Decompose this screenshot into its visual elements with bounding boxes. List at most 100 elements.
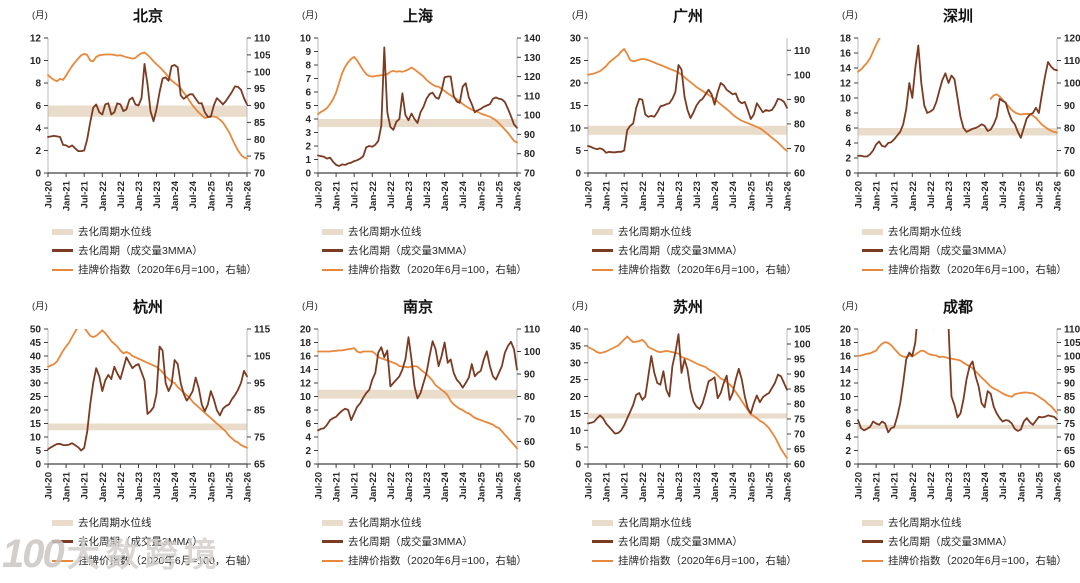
legend-shenzhen: 去化周期水位线 去化周期（成交量3MMA） 挂牌价指数（2020年6月=100，右轴…	[862, 222, 1080, 279]
right-axis-tick-label: 95	[254, 84, 266, 95]
legend-label-band: 去化周期水位线	[618, 517, 692, 529]
x-axis-tick-label: Jul-23	[692, 472, 703, 499]
left-axis-tick-label: 15	[570, 101, 582, 112]
x-axis-tick-label: Jul-21	[890, 180, 901, 208]
legend-item-cycle: 去化周期（成交量3MMA）	[592, 241, 810, 260]
left-axis-tick-label: 5	[35, 446, 41, 457]
left-axis-tick-label: 10	[300, 392, 312, 403]
legend-beijing: 去化周期水位线 去化周期（成交量3MMA） 挂牌价指数（2020年6月=100，右轴…	[52, 222, 270, 279]
left-axis-tick-label: 16	[300, 352, 312, 363]
legend-cycle-line-swatch-icon	[862, 249, 883, 252]
price-index-line-chengdu	[857, 341, 1058, 415]
left-axis-tick-label: 35	[570, 341, 582, 352]
legend-label-band: 去化周期水位线	[78, 517, 152, 529]
x-axis-tick-label: Jul-20	[584, 181, 595, 208]
left-axis-tick-label: 12	[840, 379, 852, 390]
legend-label-cycle: 去化周期（成交量3MMA）	[348, 536, 473, 548]
price-index-line-hangzhou	[47, 329, 248, 449]
left-axis-tick-label: 0	[305, 169, 311, 180]
legend-label-cycle: 去化周期（成交量3MMA）	[888, 245, 1013, 257]
left-axis-tick-label: 14	[300, 365, 312, 376]
x-axis-tick-label: Jan-24	[440, 180, 451, 211]
x-axis-tick-label: Jan-21	[332, 180, 343, 211]
left-axis-tick-label: 4	[305, 115, 311, 126]
legend-label-price: 挂牌价指数（2020年6月=100，右轴）	[888, 555, 1067, 567]
x-axis-tick-label: Jan-23	[134, 472, 145, 502]
price-index-line-nanjing	[317, 347, 518, 450]
x-axis-tick-label: Jan-21	[872, 180, 883, 211]
legend-item-cycle: 去化周期（成交量3MMA）	[862, 241, 1080, 260]
left-axis-tick-label: 30	[570, 358, 582, 369]
right-axis-tick-label: 80	[794, 400, 806, 411]
price-index-line-shanghai	[317, 56, 518, 144]
left-axis-tick-label: 15	[570, 409, 582, 420]
right-axis-tick-label: 100	[524, 347, 540, 358]
x-axis-tick-label: Jul-20	[584, 472, 595, 499]
x-axis-tick-label: Jul-20	[854, 472, 865, 499]
legend-price-index-line-swatch-icon	[592, 559, 613, 562]
legend-suzhou: 去化周期水位线 去化周期（成交量3MMA） 挂牌价指数（2020年6月=100，右轴…	[592, 513, 810, 570]
x-axis-tick-label: Jan-21	[872, 471, 883, 502]
left-axis-tick-label: 0	[575, 169, 581, 180]
left-axis-tick-label: 40	[570, 325, 582, 336]
chart-header: (月) 上海	[270, 5, 540, 30]
legend-item-price: 挂牌价指数（2020年6月=100，右轴）	[862, 260, 1080, 279]
chart-header: (月) 苏州	[540, 296, 810, 321]
x-axis-tick-label: Jan-22	[98, 472, 109, 502]
x-axis-tick-label: Jul-20	[854, 181, 865, 208]
right-axis-tick-label: 85	[254, 406, 266, 417]
legend-price-index-line-swatch-icon	[52, 268, 73, 271]
chart-plot-suzhou: 0 5 10 15 20 25 30 35 40 60 65 70 75 80 85 90 95 100 105 Ju…	[570, 325, 811, 503]
left-axis-tick-label: 40	[30, 352, 42, 363]
left-axis-tick-label: 25	[570, 56, 582, 67]
right-axis-tick-label: 80	[524, 392, 536, 403]
left-axis-tick-label: 18	[840, 338, 852, 349]
legend-item-price: 挂牌价指数（2020年6月=100，右轴）	[322, 260, 540, 279]
right-axis-tick-label: 90	[1064, 379, 1076, 390]
chart-cell-suzhou: (月) 苏州 0 5 10 15 20 25 30 35 40 60 65 70 75 80 85 90 95 100…	[540, 291, 811, 583]
x-axis-tick-label: Jul-24	[458, 180, 469, 208]
left-axis-tick-label: 12	[300, 379, 312, 390]
x-axis-tick-label: Jul-25	[494, 471, 505, 499]
legend-item-price: 挂牌价指数（2020年6月=100，右轴）	[322, 551, 540, 570]
x-axis-tick-label: Jul-23	[422, 472, 433, 499]
left-axis-tick-label: 14	[840, 64, 852, 75]
legend-cycle-line-swatch-icon	[322, 540, 343, 543]
x-axis-tick-label: Jan-22	[98, 181, 109, 211]
right-axis-tick-label: 90	[524, 130, 536, 141]
right-axis-tick-label: 70	[1064, 146, 1076, 157]
x-axis-tick-label: Jan-26	[513, 181, 524, 211]
cycle-line-shanghai	[317, 46, 518, 167]
right-axis-tick-label: 115	[254, 325, 270, 336]
legend-price-index-line-swatch-icon	[862, 268, 883, 271]
left-axis-tick-label: 6	[305, 419, 311, 430]
left-axis-tick-label: 1	[305, 155, 311, 166]
legend-water-level-band-swatch-icon	[862, 228, 883, 235]
x-axis-tick-label: Jan-25	[1016, 180, 1027, 211]
right-axis-tick-label: 85	[794, 385, 806, 396]
left-axis-tick-label: 8	[305, 406, 311, 417]
legend-cycle-line-swatch-icon	[52, 540, 73, 543]
legend-item-band: 去化周期水位线	[862, 513, 1080, 532]
chart-header: (月) 广州	[540, 5, 810, 30]
left-axis-tick-label: 4	[305, 433, 311, 444]
legend-label-price: 挂牌价指数（2020年6月=100，右轴）	[888, 264, 1067, 276]
right-axis-tick-label: 100	[794, 70, 810, 81]
cycle-line-nanjing	[317, 336, 518, 432]
x-axis-tick-label: Jul-24	[728, 471, 739, 499]
right-axis-tick-label: 100	[1064, 79, 1080, 90]
x-axis-tick-label: Jan-22	[908, 181, 919, 211]
right-axis-tick-label: 70	[794, 430, 806, 441]
left-axis-tick-label: 6	[845, 419, 851, 430]
x-axis-tick-label: Jul-24	[998, 471, 1009, 499]
x-axis-tick-label: Jan-23	[944, 472, 955, 502]
x-axis-tick-label: Jan-22	[638, 181, 649, 211]
legend-water-level-band-swatch-icon	[592, 228, 613, 235]
left-axis-tick-label: 6	[305, 88, 311, 99]
right-axis-tick-label: 90	[524, 370, 536, 381]
legend-item-price: 挂牌价指数（2020年6月=100，右轴）	[592, 551, 810, 570]
right-axis-tick-label: 110	[1064, 325, 1080, 336]
legend-item-band: 去化周期水位线	[52, 513, 270, 532]
chart-cell-shanghai: (月) 上海 0 1 2 3 4 5 6 7 8 9 10 70 80 90 100 110 120 130 140 Ju…	[270, 0, 541, 291]
x-axis-tick-label: Jan-22	[638, 472, 649, 502]
